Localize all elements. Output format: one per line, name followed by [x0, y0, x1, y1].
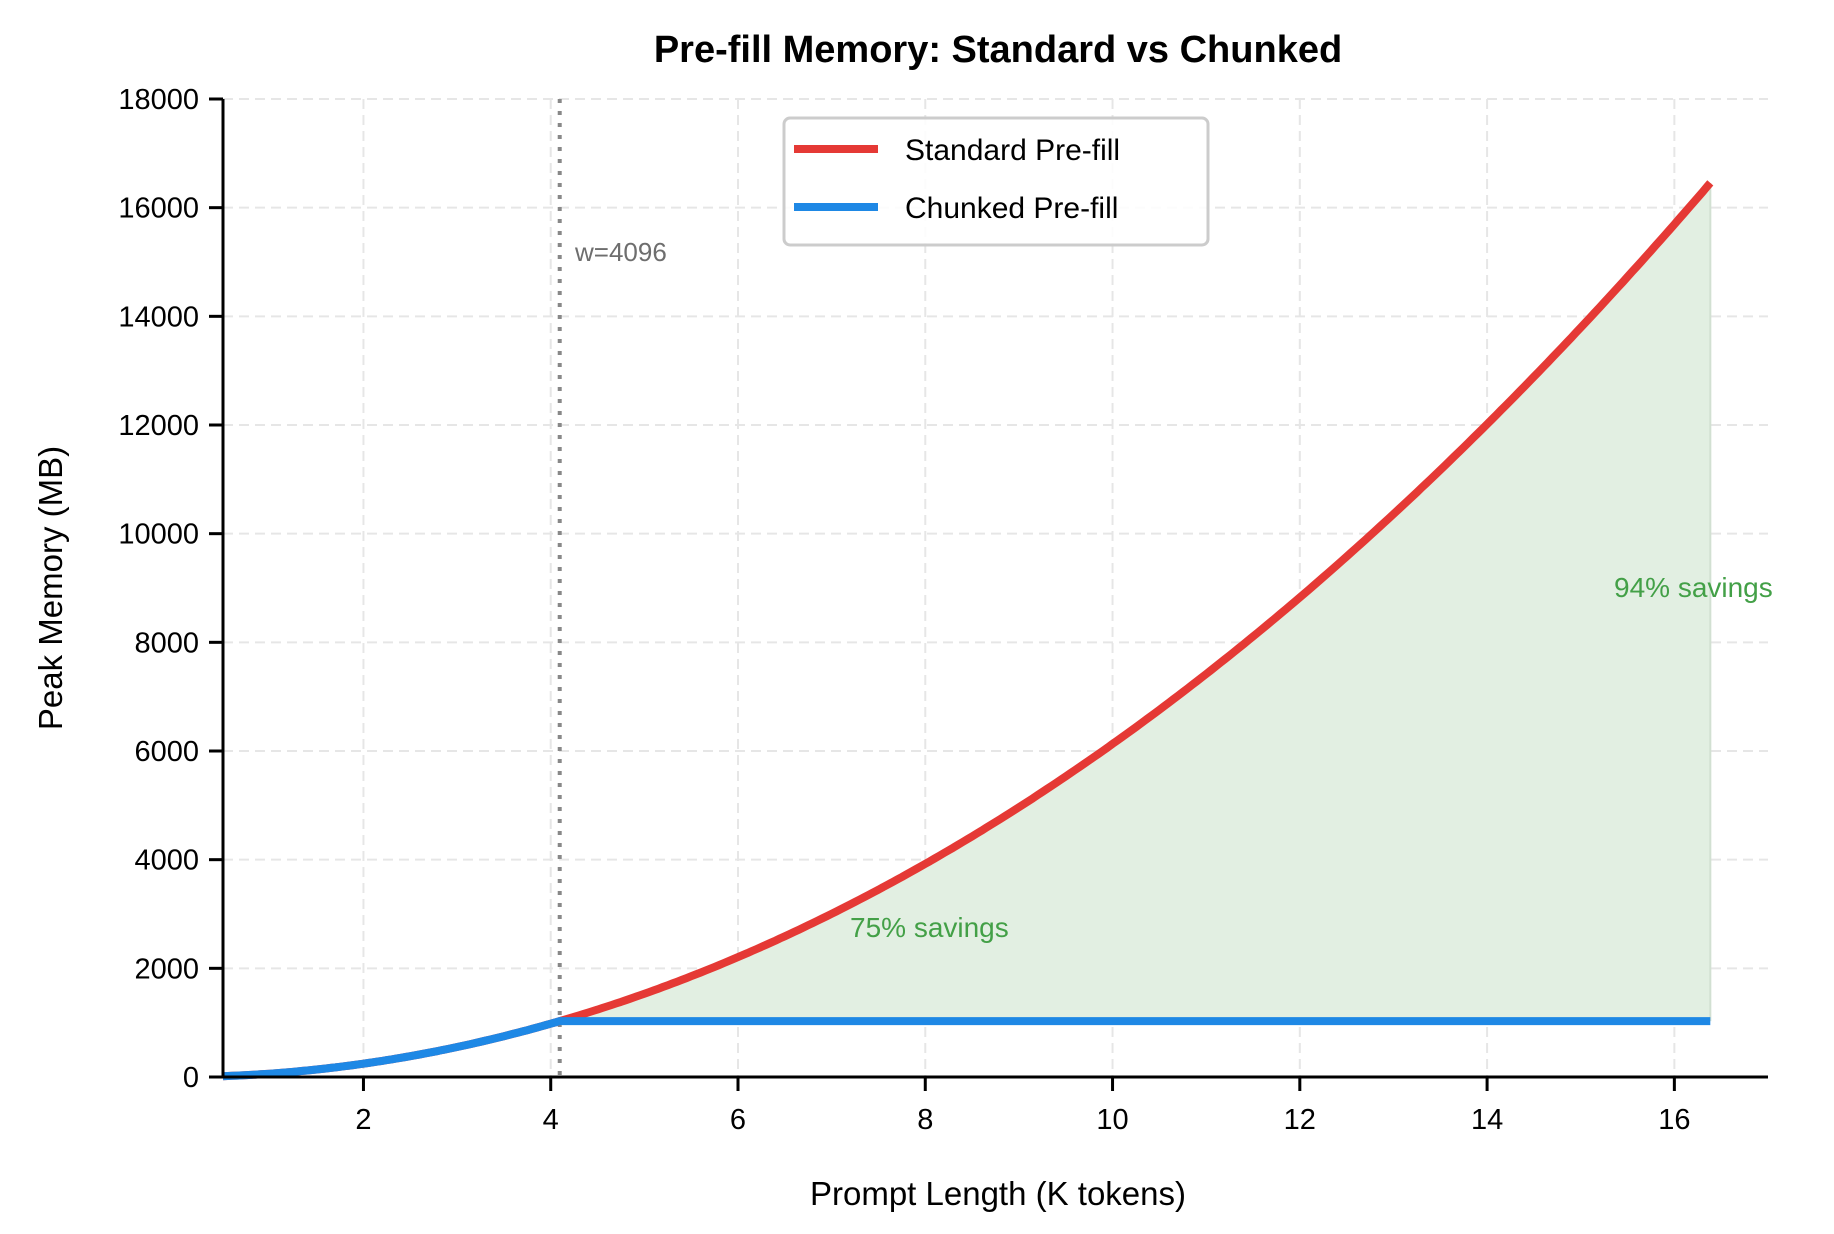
savings-fill-area — [559, 182, 1711, 1022]
x-axis-label: Prompt Length (K tokens) — [810, 1175, 1186, 1212]
axes — [221, 99, 1768, 1079]
chunked-prefill-line — [222, 1017, 1711, 1081]
y-tick-label: 10000 — [118, 519, 199, 551]
y-tick-label: 0 — [183, 1062, 199, 1094]
x-tick-label: 14 — [1471, 1104, 1503, 1136]
y-tick-label: 6000 — [134, 736, 199, 768]
x-tick-label: 8 — [917, 1104, 933, 1136]
y-tick-label: 4000 — [134, 845, 199, 877]
x-tick-label: 2 — [355, 1104, 371, 1136]
x-axis-ticks: 2 4 6 8 10 12 14 16 — [355, 1077, 1690, 1136]
legend-standard-label: Standard Pre-fill — [905, 134, 1120, 167]
y-tick-label: 2000 — [134, 953, 199, 985]
legend-chunked-label: Chunked Pre-fill — [905, 192, 1118, 225]
y-axis-ticks: 0 2000 4000 6000 8000 10000 12000 14000 16000 180… — [118, 84, 223, 1094]
x-tick-label: 12 — [1284, 1104, 1316, 1136]
x-tick-label: 4 — [543, 1104, 559, 1136]
x-tick-label: 16 — [1658, 1104, 1690, 1136]
savings-annotation-94: 94% savings — [1614, 572, 1773, 603]
chart-title: Pre-fill Memory: Standard vs Chunked — [654, 29, 1342, 71]
y-axis-label: Peak Memory (MB) — [32, 446, 69, 730]
window-size-label: w=4096 — [574, 237, 667, 267]
x-tick-label: 10 — [1096, 1104, 1128, 1136]
savings-annotation-75: 75% savings — [850, 912, 1009, 943]
y-tick-label: 8000 — [134, 627, 199, 659]
y-tick-label: 16000 — [118, 193, 199, 225]
y-tick-label: 12000 — [118, 410, 199, 442]
y-tick-label: 14000 — [118, 301, 199, 333]
y-tick-label: 18000 — [118, 84, 199, 116]
legend: Standard Pre-fill Chunked Pre-fill — [782, 116, 1210, 247]
legend-box — [782, 116, 1210, 247]
x-tick-label: 6 — [730, 1104, 746, 1136]
